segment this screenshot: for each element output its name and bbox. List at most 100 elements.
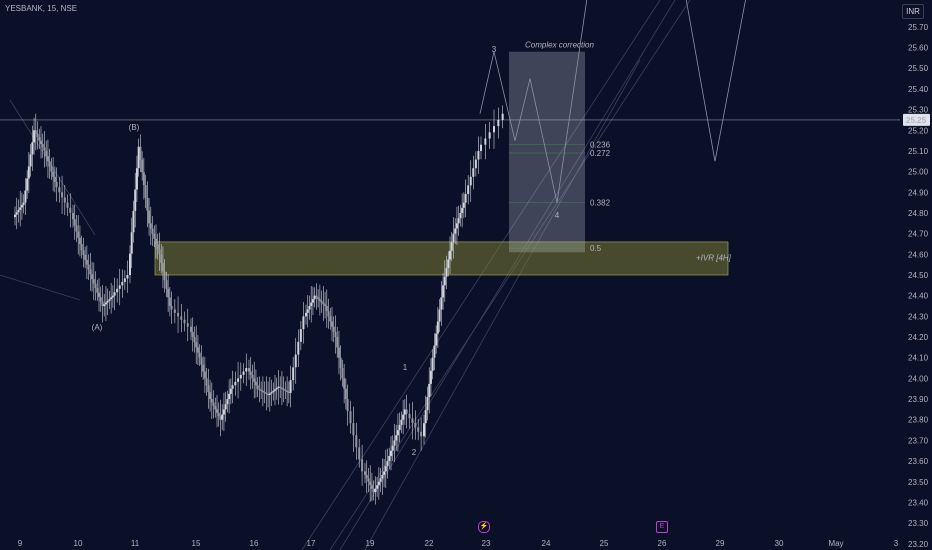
x-tick-label: 3 (894, 539, 899, 548)
correction-box (509, 51, 585, 253)
candle-body (405, 409, 408, 414)
candle-body (442, 285, 445, 298)
candle-body (447, 259, 450, 269)
candle-body (320, 300, 323, 303)
candle-body (433, 345, 436, 358)
candle-body (297, 341, 300, 355)
candle-body (20, 205, 23, 208)
x-tick-label: 10 (74, 539, 83, 548)
candle-body (153, 233, 156, 239)
candle-body (137, 146, 140, 169)
candle-body (390, 450, 392, 456)
candle-body (31, 142, 34, 155)
candle-body (58, 187, 61, 193)
candle-body (346, 399, 349, 412)
candle-body (398, 424, 401, 431)
candle-body (256, 385, 259, 389)
candle-body (331, 321, 333, 327)
candle-body (488, 132, 491, 139)
candle-body (207, 385, 210, 393)
candle-body (480, 144, 482, 151)
candle-body (292, 367, 295, 381)
candle-body (265, 392, 268, 395)
candle-body (224, 404, 227, 410)
candle-body (274, 389, 276, 391)
candle-body (173, 309, 176, 313)
candle-body (423, 423, 425, 437)
candle-body (395, 435, 398, 441)
candle-body (141, 159, 144, 173)
candle-body (279, 386, 282, 388)
candle-body (438, 309, 441, 322)
candle-body (180, 316, 183, 320)
currency-badge[interactable]: INR (902, 4, 924, 19)
candle-body (272, 390, 275, 393)
y-tick-label: 24.80 (908, 209, 929, 218)
candle-body (358, 447, 361, 460)
y-tick-label: 24.90 (908, 188, 929, 197)
candle-body (146, 197, 149, 211)
candle-body (365, 474, 368, 479)
wave-label: (A) (92, 323, 103, 332)
candle-body (167, 288, 170, 298)
candle-body (294, 354, 297, 368)
trend-line (0, 274, 81, 301)
candle-body (302, 316, 305, 330)
candle-body (324, 304, 327, 307)
candle-body (263, 391, 266, 394)
candle-body (61, 192, 64, 198)
candle-body (449, 250, 451, 260)
y-tick-label: 24.00 (908, 374, 929, 383)
y-tick-label: 23.40 (908, 498, 929, 507)
candle-body (364, 471, 366, 475)
candle-body (315, 295, 318, 298)
candle-body (210, 399, 213, 403)
y-tick-label: 23.90 (908, 395, 929, 404)
candle-body (305, 312, 307, 317)
last-price-badge (903, 113, 930, 126)
earnings-icon[interactable]: E (656, 521, 668, 533)
y-tick-label: 23.60 (908, 457, 929, 466)
candle-body (396, 430, 399, 436)
y-tick-label: 25.50 (908, 64, 929, 73)
candle-body (48, 161, 51, 167)
y-tick-label: 24.50 (908, 271, 929, 280)
y-tick-label: 24.30 (908, 312, 929, 321)
candle-body (156, 243, 159, 250)
candle-body (78, 237, 81, 244)
candle-body (121, 281, 124, 286)
candle-body (104, 302, 107, 305)
candle-body (135, 168, 138, 190)
candle-body (493, 126, 495, 133)
candle-body (139, 146, 142, 160)
trend-line (364, 59, 641, 550)
candle-body (388, 455, 391, 462)
candle-body (286, 390, 289, 392)
candle-body (149, 223, 152, 229)
candle-body (94, 283, 97, 289)
y-tick-label: 25.10 (908, 147, 929, 156)
candle-body (24, 190, 27, 203)
candle-body (336, 337, 339, 348)
candle-body (429, 370, 432, 384)
candle-body (19, 207, 22, 210)
candle-body (334, 331, 337, 338)
candle-body (33, 130, 36, 143)
candle-body (43, 147, 46, 151)
candle-body (474, 159, 477, 169)
candle-body (89, 269, 92, 275)
candle-body (165, 280, 168, 289)
candle-body (289, 380, 292, 393)
x-tick-label: 19 (366, 539, 375, 548)
candle-body (155, 238, 157, 244)
candle-body (400, 419, 403, 425)
candle-body (103, 304, 106, 307)
candle-body (85, 259, 88, 265)
lightning-icon[interactable]: ⚡ (478, 521, 490, 533)
candle-body (41, 144, 44, 148)
candle-body (329, 316, 332, 322)
candle-body (472, 168, 475, 177)
x-tick-label: 23 (482, 539, 491, 548)
candle-body (151, 228, 154, 234)
